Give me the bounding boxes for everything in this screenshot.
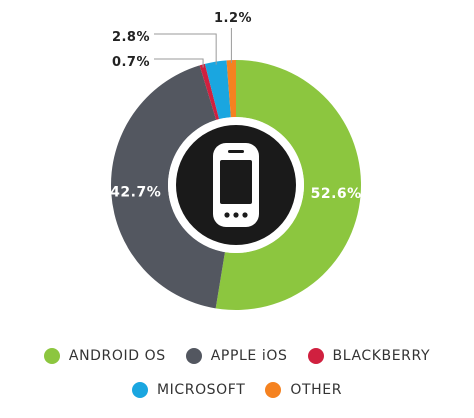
legend-item-microsoft: MICROSOFT (131, 382, 246, 398)
value-label-other: 1.2% (214, 11, 252, 26)
legend-label-android: ANDROID OS (68, 348, 166, 364)
leader-line-blackberry (154, 58, 204, 68)
slice-apple-ios (110, 65, 225, 309)
legend-label-apple-ios: APPLE iOS (210, 348, 288, 364)
legend-swatch-blackberry (307, 348, 324, 364)
legend-row-2: MICROSOFT OTHER (0, 382, 474, 398)
leader-line-microsoft (154, 33, 217, 65)
slice-microsoft (204, 60, 231, 120)
value-label-microsoft: 2.8% (112, 30, 150, 45)
donut-chart: 52.6% 42.7% 0.7% 2.8% 1.2% (110, 11, 362, 310)
legend-row-1: ANDROID OS APPLE iOS BLACKBERRY (0, 348, 474, 364)
value-label-blackberry: 0.7% (112, 55, 150, 70)
smartphone-icon (213, 143, 259, 227)
legend-item-apple-ios: APPLE iOS (185, 348, 288, 364)
legend-label-blackberry: BLACKBERRY (332, 348, 431, 364)
slice-blackberry (199, 63, 220, 120)
legend-swatch-microsoft (131, 382, 148, 398)
value-label-android: 52.6% (311, 186, 362, 202)
legend-item-blackberry: BLACKBERRY (307, 348, 431, 364)
legend-label-other: OTHER (290, 382, 343, 398)
legend-label-microsoft: MICROSOFT (156, 382, 246, 398)
legend-swatch-android (43, 348, 60, 364)
legend-item-android: ANDROID OS (43, 348, 166, 364)
legend-swatch-apple-ios (185, 348, 202, 364)
slice-other (226, 60, 236, 118)
center-badge (168, 117, 304, 253)
legend-swatch-other (265, 382, 282, 398)
legend-item-other: OTHER (265, 382, 342, 398)
slice-android (215, 60, 361, 310)
value-label-apple-ios: 42.7% (110, 185, 161, 201)
